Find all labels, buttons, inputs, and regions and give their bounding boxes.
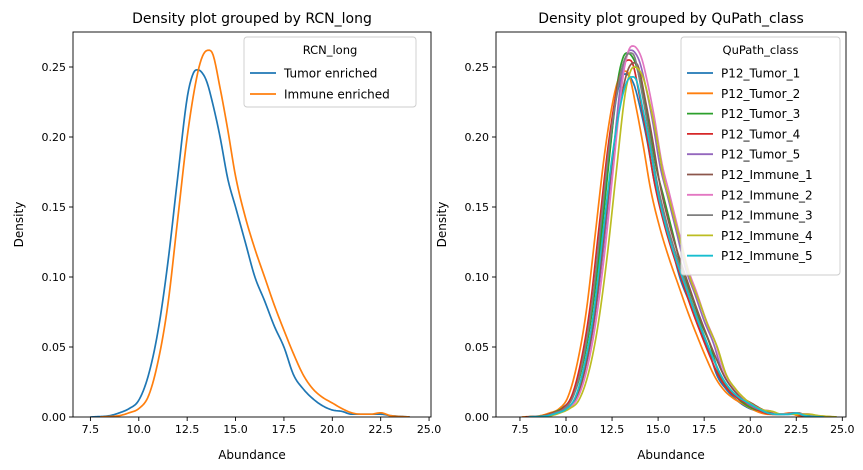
x-tick-label: 17.5 <box>692 423 717 436</box>
legend-title: RCN_long <box>303 43 358 57</box>
y-tick-label: 0.15 <box>465 201 490 214</box>
series-line-p12-immune-5 <box>529 75 824 417</box>
legend-entry: Immune enriched <box>284 88 390 102</box>
legend: QuPath_class P12_Tumor_1 P12_Tumor_2 P12_Tu… <box>680 36 841 276</box>
y-tick-label: 0.00 <box>465 411 490 424</box>
x-axis-label: Abundance <box>218 448 286 462</box>
y-tick-label: 0.20 <box>465 131 490 144</box>
y-tick-label: 0.15 <box>42 201 67 214</box>
legend-entry: P12_Tumor_3 <box>721 107 800 121</box>
y-tick-label: 0.05 <box>465 341 490 354</box>
x-tick-label: 7.5 <box>511 423 529 436</box>
legend-entry: P12_Immune_3 <box>721 209 813 223</box>
legend-title: QuPath_class <box>723 43 799 57</box>
x-tick-label: 15.0 <box>223 423 248 436</box>
chart-left: 7.5 10.0 12.5 15.0 17.5 20.0 22.5 25.0 0.00 0.05 0… <box>12 11 441 462</box>
y-tick-label: 0.05 <box>42 341 67 354</box>
legend-entry: P12_Tumor_4 <box>721 127 800 141</box>
legend-entry: P12_Immune_4 <box>721 229 813 243</box>
legend-entry: P12_Immune_1 <box>721 168 813 182</box>
x-tick-label: 12.5 <box>175 423 200 436</box>
axes-frame <box>495 31 847 418</box>
legend-entry: Tumor enriched <box>283 67 377 81</box>
x-tick-label: 25.0 <box>417 423 442 436</box>
x-tick-label: 20.0 <box>320 423 345 436</box>
legend-entry: P12_Immune_5 <box>721 249 813 263</box>
y-axis-label: Density <box>12 202 26 248</box>
x-tick-label: 10.0 <box>554 423 579 436</box>
x-tick-label: 12.5 <box>600 423 625 436</box>
series-line-tumor-enriched <box>90 68 410 417</box>
y-tick-label: 0.10 <box>465 271 490 284</box>
legend-entry: P12_Immune_2 <box>721 188 813 202</box>
y-tick-label: 0.25 <box>42 61 67 74</box>
x-tick-label: 22.5 <box>368 423 393 436</box>
legend-entry: P12_Tumor_5 <box>721 148 800 162</box>
legend-entry: P12_Tumor_2 <box>721 87 800 101</box>
y-tick-label: 0.25 <box>465 61 490 74</box>
y-tick-label: 0.00 <box>42 411 67 424</box>
y-tick-label: 0.20 <box>42 131 67 144</box>
x-tick-label: 17.5 <box>272 423 297 436</box>
y-axis-label: Density <box>435 202 449 248</box>
x-axis-label: Abundance <box>637 448 705 462</box>
x-tick-label: 25.0 <box>830 423 855 436</box>
plot-area <box>90 49 410 417</box>
x-tick-label: 7.5 <box>82 423 100 436</box>
legend-box <box>680 36 841 276</box>
series-line-immune-enriched <box>100 49 410 417</box>
x-tick-label: 22.5 <box>784 423 809 436</box>
chart-right: 7.5 10.0 12.5 15.0 17.5 20.0 22.5 25.0 0.00 0.05 0… <box>435 11 855 462</box>
chart-title: Density plot grouped by RCN_long <box>132 11 372 27</box>
x-tick-label: 15.0 <box>646 423 671 436</box>
y-tick-label: 0.10 <box>42 271 67 284</box>
axes-frame <box>72 31 432 418</box>
x-tick-label: 20.0 <box>738 423 763 436</box>
legend-box <box>243 36 417 108</box>
x-tick-label: 10.0 <box>127 423 152 436</box>
chart-title: Density plot grouped by QuPath_class <box>538 11 804 27</box>
legend: RCN_long Tumor enriched Immune enriched <box>243 36 417 108</box>
legend-entry: P12_Tumor_1 <box>721 67 800 81</box>
